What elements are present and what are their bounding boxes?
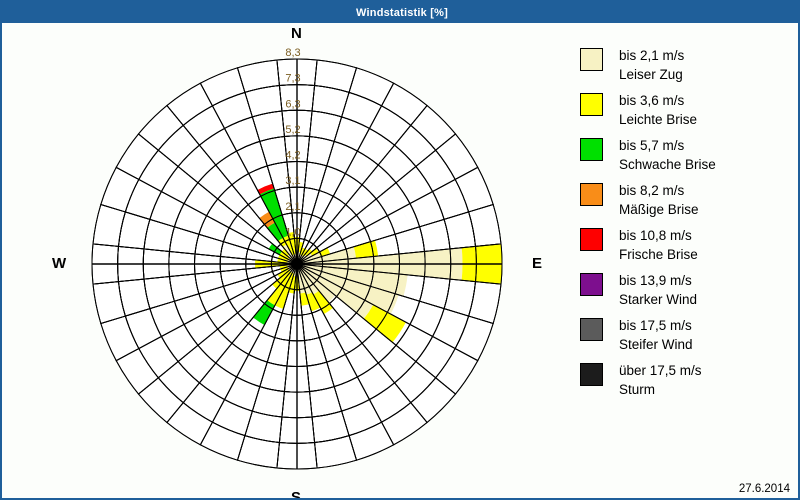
legend: bis 2,1 m/s Leiser Zug bis 3,6 m/s Leichte … [580,46,790,406]
legend-item[interactable]: bis 5,7 m/s Schwache Brise [580,136,790,176]
compass-label-south: S [291,489,302,500]
windrose-segment [298,241,304,253]
windrose-segment [267,271,293,306]
legend-item[interactable]: bis 17,5 m/s Steifer Wind [580,316,790,356]
legend-item[interactable]: bis 10,8 m/s Frische Brise [580,226,790,266]
radial-tick-label: 5,2 [285,124,300,136]
legend-speed-range: bis 8,2 m/s [619,183,685,198]
windrose-chart: 1,0 2,1 3,1 4,2 5,2 6,3 7,3 8,3 [91,47,503,470]
legend-color-swatch [580,48,603,71]
compass-label-east: E [532,255,543,272]
windrose-segment [281,248,290,257]
legend-speed-range: bis 2,1 m/s [619,48,685,63]
legend-color-swatch [580,273,603,296]
legend-speed-range: bis 13,9 m/s [619,273,692,288]
legend-color-swatch [580,93,603,116]
legend-label: bis 3,6 m/s Leichte Brise [619,91,697,129]
legend-label: bis 5,7 m/s Schwache Brise [619,136,716,174]
legend-speed-range: über 17,5 m/s [619,363,702,378]
legend-label: bis 2,1 m/s Leiser Zug [619,46,684,84]
windrose-segment [301,248,308,257]
legend-label: über 17,5 m/s Sturm [619,361,702,399]
window-titlebar: Windstatistik [%] [2,2,798,23]
compass-label-north: N [291,25,302,42]
radial-tick-label: 8,3 [285,47,300,59]
legend-color-swatch [580,183,603,206]
windrose-segment [253,300,275,325]
windrose-segment [363,304,406,343]
legend-item[interactable]: über 17,5 m/s Sturm [580,361,790,401]
windrose-segment [310,248,319,256]
legend-color-swatch [580,228,603,251]
legend-beaufort-name: Leichte Brise [619,112,698,127]
windrose-segment [268,243,282,255]
windrose-segment [278,237,287,247]
legend-item[interactable]: bis 13,9 m/s Starker Wind [580,271,790,311]
radial-tick-label: 3,1 [285,175,300,187]
windrose-segment [297,264,319,295]
legend-beaufort-name: Sturm [619,382,656,397]
legend-beaufort-name: Mäßige Brise [619,202,699,217]
grid-cell-outline [236,59,280,93]
compass-label-west: W [52,255,67,272]
windrose-segment [299,247,306,256]
windrose-segment [280,266,289,273]
legend-speed-range: bis 17,5 m/s [619,318,692,333]
legend-color-swatch [580,318,603,341]
radial-tick-label: 7,3 [285,73,300,85]
legend-speed-range: bis 10,8 m/s [619,228,692,243]
legend-beaufort-name: Schwache Brise [619,157,716,172]
windrose-segment [272,270,291,289]
legend-beaufort-name: Steifer Wind [619,337,693,352]
windrose-segment [259,188,289,238]
windrose-segment [313,290,334,315]
windrose-segment [278,254,289,262]
windrose-segment [277,268,290,279]
radial-tick-label: 4,2 [285,150,300,162]
windrose-segment [279,251,290,260]
windrose-plot-area: 1,0 2,1 3,1 4,2 5,2 6,3 7,3 8,3 N E S W [2,23,568,500]
legend-beaufort-name: Starker Wind [619,292,698,307]
legend-beaufort-name: Frische Brise [619,247,698,262]
legend-label: bis 17,5 m/s Steifer Wind [619,316,693,354]
legend-label: bis 13,9 m/s Starker Wind [619,271,697,309]
windrose-segment [306,292,321,312]
windrose-segment [274,272,295,309]
legend-color-swatch [580,363,603,386]
windrose-segment [304,248,313,257]
window-title: Windstatistik [%] [356,6,448,19]
legend-color-swatch [580,138,603,161]
windrose-segment [257,183,275,195]
windrose-segment [353,240,379,259]
legend-item[interactable]: bis 2,1 m/s Leiser Zug [580,46,790,86]
legend-label: bis 8,2 m/s Mäßige Brise [619,181,699,219]
windrose-segment [297,264,399,315]
radial-tick-label: 1,0 [285,226,300,238]
windrose-segment [297,264,336,303]
legend-speed-range: bis 3,6 m/s [619,93,685,108]
radial-tick-label: 6,3 [285,98,300,110]
legend-speed-range: bis 5,7 m/s [619,138,685,153]
windrose-segment [299,292,310,306]
legend-item[interactable]: bis 8,2 m/s Mäßige Brise [580,181,790,221]
legend-beaufort-name: Leiser Zug [619,67,683,82]
windrose-segment [297,264,374,319]
legend-label: bis 10,8 m/s Frische Brise [619,226,698,264]
windrose-segment [267,222,284,242]
date-stamp: 27.6.2014 [738,483,790,495]
radial-tick-label: 2,1 [285,201,300,213]
legend-item[interactable]: bis 3,6 m/s Leichte Brise [580,91,790,131]
